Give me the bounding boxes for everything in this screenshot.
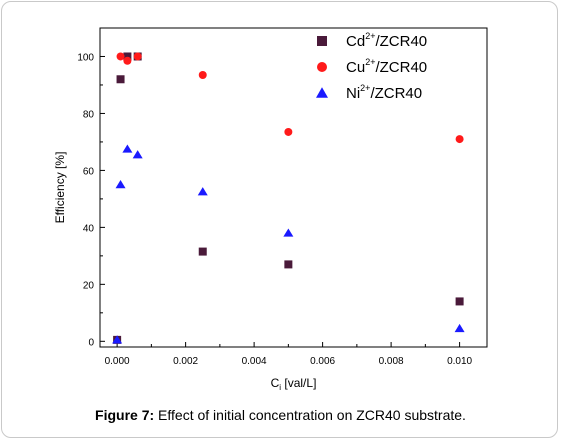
plot-frame bbox=[99, 27, 488, 348]
ni-legend-marker bbox=[316, 87, 328, 98]
y-tick-label: 0 bbox=[88, 337, 94, 348]
cd-data-point bbox=[198, 247, 207, 256]
x-tick-label: 0.002 bbox=[173, 356, 198, 367]
cd-data-point bbox=[116, 75, 125, 84]
y-tick-label: 20 bbox=[83, 280, 95, 291]
cu-data-point bbox=[116, 52, 125, 61]
ni-data-point bbox=[454, 323, 465, 333]
cd-legend-marker bbox=[317, 36, 327, 46]
caption-label: Figure 7: bbox=[95, 407, 155, 423]
cu-data-point bbox=[123, 56, 132, 65]
y-tick-label: 40 bbox=[83, 223, 95, 234]
cu-data-point bbox=[455, 135, 464, 144]
caption-text: Effect of initial concentration on ZCR40… bbox=[154, 407, 466, 423]
data-points bbox=[112, 52, 465, 344]
cd-data-point bbox=[123, 52, 132, 61]
scatter-chart: 0.000 0.002 0.004 0.006 0.008 0.010 0 20 40 60 80 1… bbox=[53, 27, 488, 392]
y-tick-label: 100 bbox=[77, 52, 94, 63]
ni-data-point bbox=[197, 187, 208, 196]
x-tick-label: 0.006 bbox=[310, 356, 335, 367]
y-tick-label: 60 bbox=[83, 166, 95, 177]
ni-data-point bbox=[112, 335, 123, 344]
cd-legend-label: Cd2+/ZCR40 bbox=[346, 31, 427, 50]
cu-legend-label: Cu2+/ZCR40 bbox=[346, 57, 427, 76]
ni-legend-label: Ni2+/ZCR40 bbox=[346, 83, 422, 102]
ni-data-point bbox=[122, 144, 133, 153]
cu-data-point bbox=[198, 70, 207, 79]
y-axis-label: Efficiency [%] bbox=[53, 152, 67, 224]
cu-data-point bbox=[284, 127, 293, 136]
figure-caption: Figure 7: Effect of initial concentratio… bbox=[0, 407, 561, 423]
cd-data-point bbox=[455, 297, 464, 306]
cd-data-point bbox=[284, 260, 293, 269]
ni-data-point bbox=[115, 180, 126, 189]
legend: Cd2+/ZCR40 Cu2+/ZCR40 Ni2+/ZCR40 bbox=[316, 31, 427, 102]
axes: 0.000 0.002 0.004 0.006 0.008 0.010 0 20 40 60 80 1… bbox=[53, 27, 488, 392]
x-tick-label: 0.004 bbox=[242, 356, 267, 367]
cu-legend-marker bbox=[317, 62, 327, 72]
x-axis-label: Ci [val/L] bbox=[271, 376, 317, 392]
ni-data-point bbox=[283, 228, 294, 237]
ni-data-point bbox=[132, 150, 143, 159]
cu-data-point bbox=[133, 52, 142, 61]
x-tick-label: 0.010 bbox=[447, 356, 472, 367]
y-tick-label: 80 bbox=[83, 109, 95, 120]
x-tick-label: 0.008 bbox=[379, 356, 404, 367]
x-tick-label: 0.000 bbox=[105, 356, 130, 367]
